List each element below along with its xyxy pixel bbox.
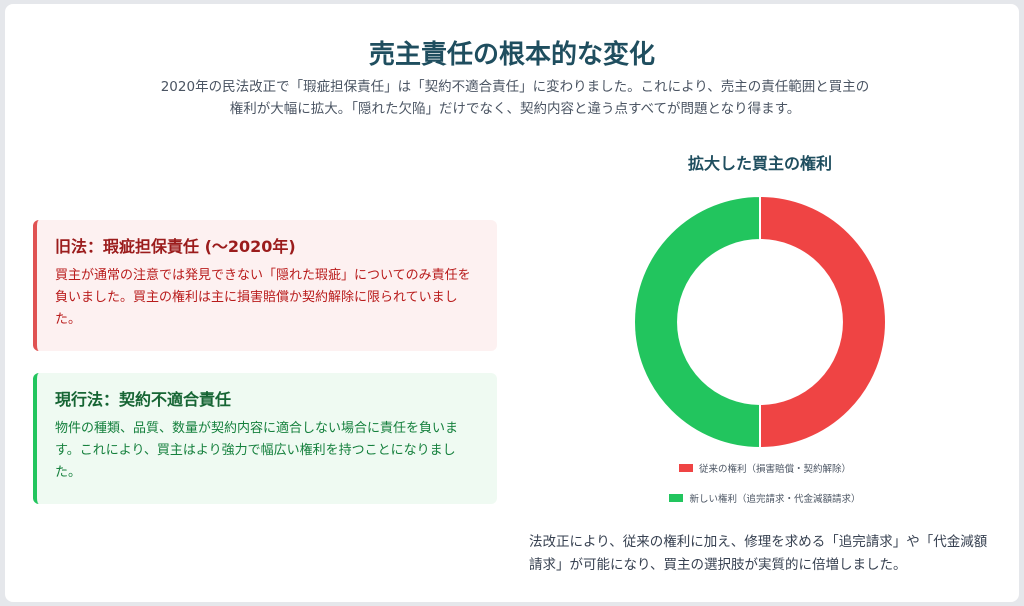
old-law-card: 旧法：瑕疵担保責任 (〜2020年) 買主が通常の注意では発見できない「隠れた瑕… [33,220,497,351]
donut-slice-old-rights[interactable] [759,194,887,450]
donut-slice-new-rights[interactable] [633,194,761,450]
chart-note: 法改正により、従来の権利に加え、修理を求める「追完請求」や「代金減額請求」が可能… [529,534,988,573]
legend-item-old-rights[interactable]: 従来の権利（損害賠償・契約解除） [645,460,885,476]
legend-label-new-rights: 新しい権利（追完請求・代金減額請求） [689,494,861,505]
legend-swatch-new-rights [669,494,684,502]
legend-item-new-rights[interactable]: 新しい権利（追完請求・代金減額請求） [645,490,885,506]
legend-label-old-rights: 従来の権利（損害賠償・契約解除） [698,464,851,475]
new-law-description: 物件の種類、品質、数量が契約内容に適合しない場合に責任を負います。これにより、買… [55,421,459,480]
page-title: 売主責任の根本的な変化 [368,40,655,70]
content-card: 売主責任の根本的な変化 2020年の民法改正で「瑕疵担保責任」は「契約不適合責任… [5,4,1019,602]
old-law-description: 買主が通常の注意では発見できない「隠れた瑕疵」についてのみ責任を負いました。買主… [55,268,471,327]
chart-title: 拡大した買主の権利 [687,154,832,173]
new-law-heading: 現行法：契約不適合責任 [55,390,232,409]
legend-swatch-old-rights [678,464,693,472]
donut-chart [633,194,887,450]
new-law-card: 現行法：契約不適合責任 物件の種類、品質、数量が契約内容に適合しない場合に責任を… [33,373,497,504]
old-law-heading: 旧法：瑕疵担保責任 (〜2020年) [55,237,296,256]
page-subtitle: 2020年の民法改正で「瑕疵担保責任」は「契約不適合責任」に変わりました。これに… [160,79,870,117]
chart-legend: 従来の権利（損害賠償・契約解除） 新しい権利（追完請求・代金減額請求） [645,460,885,520]
